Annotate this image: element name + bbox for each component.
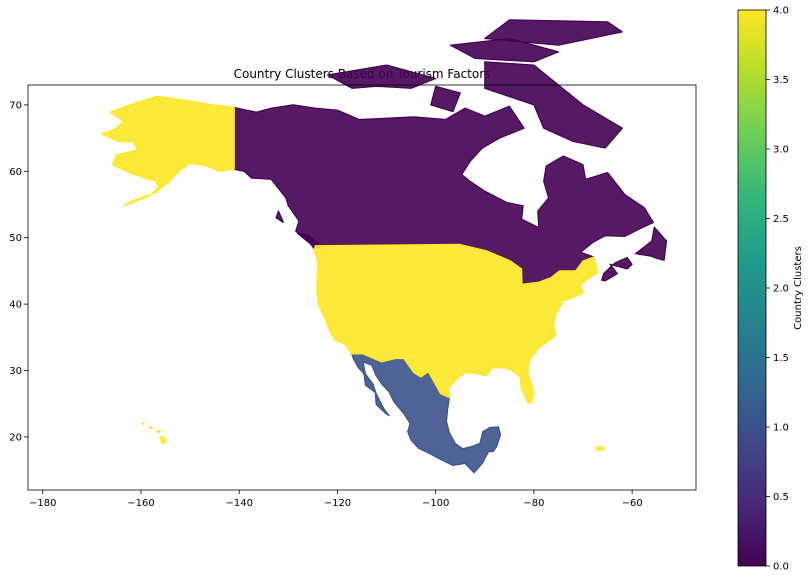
y-tick-label: 70: [9, 100, 22, 111]
region-polygon: [160, 435, 168, 445]
colorbar-tick-label: 0.0: [773, 562, 789, 573]
region-united-states: [101, 95, 606, 451]
colorbar-tick-label: 3.5: [773, 75, 789, 86]
y-tick-label: 50: [9, 233, 22, 244]
colorbar-tick-label: 2.5: [773, 214, 789, 225]
region-polygon: [141, 421, 145, 425]
region-polygon: [148, 425, 153, 429]
region-polygon: [596, 446, 606, 451]
region-polygon: [484, 19, 623, 46]
colorbar-tick-label: 1.0: [773, 423, 789, 434]
colorbar-tick-label: 2.0: [773, 284, 789, 295]
y-tick-label: 60: [9, 167, 22, 178]
colorbar-tick-label: 1.5: [773, 353, 789, 364]
colorbar-tick-label: 3.0: [773, 145, 789, 156]
axis-layer: −180 −160 −140 −120 −100 −80 −60 20 30 40 50 60 70: [9, 100, 642, 509]
x-tick-label: −160: [127, 498, 154, 509]
y-tick-label: 30: [9, 366, 22, 377]
region-polygon: [101, 95, 235, 207]
x-tick-label: −60: [622, 498, 643, 509]
region-polygon: [601, 257, 633, 282]
colorbar: [737, 9, 767, 567]
y-tick-label: 40: [9, 300, 22, 311]
x-tick-label: −120: [324, 498, 351, 509]
region-polygon: [327, 64, 437, 89]
region-canada: [233, 19, 668, 285]
colorbar-ticks: 0.0 0.5 1.0 1.5 2.0 2.5 3.0 3.5 4.0: [766, 6, 789, 573]
map-layer: [101, 19, 668, 474]
region-polygon: [156, 429, 162, 434]
colorbar-label: Country Clusters: [793, 246, 804, 330]
region-polygon: [313, 243, 599, 403]
region-polygon: [634, 226, 668, 261]
plot-frame: [27, 84, 697, 491]
colorbar-tick-label: 4.0: [773, 6, 789, 17]
region-polygon: [430, 85, 461, 113]
x-tick-label: −140: [225, 498, 252, 509]
y-tick-label: 20: [9, 432, 22, 443]
region-polygon: [296, 232, 322, 249]
x-tick-label: −180: [29, 498, 56, 509]
colorbar-tick-label: 0.5: [773, 492, 789, 503]
region-polygon: [275, 210, 284, 223]
x-tick-label: −100: [422, 498, 449, 509]
x-tick-label: −80: [523, 498, 544, 509]
